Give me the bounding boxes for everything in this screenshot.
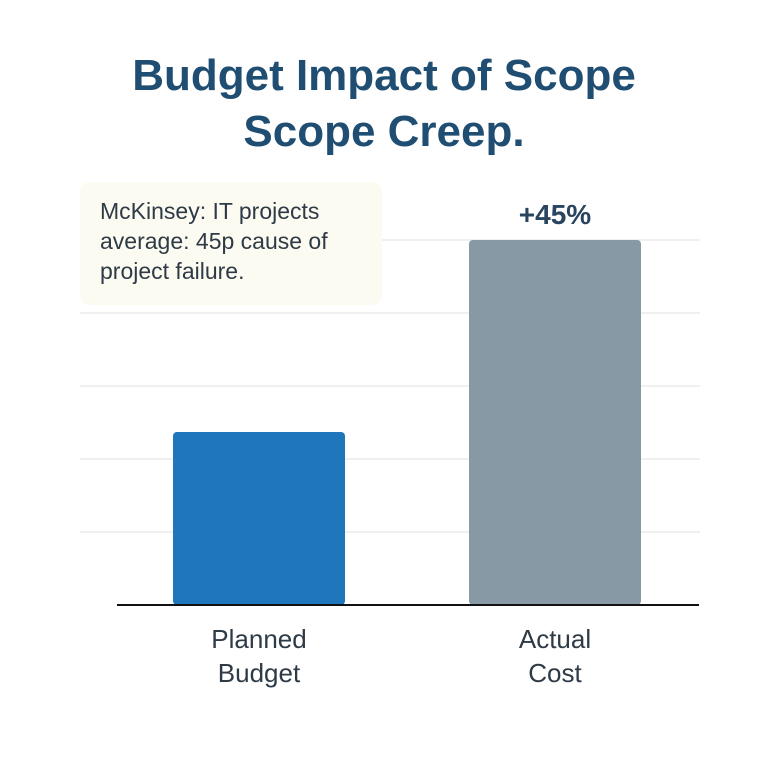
annotation-line: average: 45p cause of (100, 228, 328, 254)
x-tick-label: Cost (528, 658, 582, 688)
x-tick-label: Actual (519, 624, 591, 654)
title-line-2: Scope Creep. (243, 107, 525, 156)
x-tick-label: Planned (211, 624, 306, 654)
title-line-1: Budget Impact of Scope (132, 51, 636, 100)
annotation-line: project failure. (100, 258, 245, 284)
data-label: +45% (519, 199, 591, 230)
annotation-line: McKinsey: IT projects (100, 198, 320, 224)
bar (469, 240, 641, 605)
x-tick-label: Budget (218, 658, 301, 688)
annotation-box: McKinsey: IT projects average: 45p cause… (80, 182, 382, 305)
bar (173, 431, 345, 605)
chart-title: Budget Impact of Scope Scope Creep. (0, 48, 768, 160)
